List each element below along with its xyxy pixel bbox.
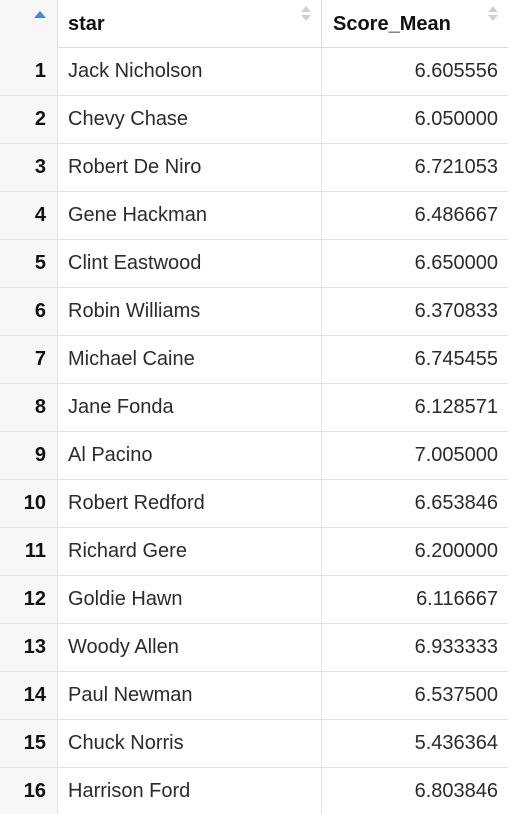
row-index: 13 (0, 624, 58, 671)
table-row[interactable]: 9 Al Pacino 7.005000 (0, 432, 508, 480)
star-cell: Chevy Chase (58, 96, 322, 143)
row-index: 8 (0, 384, 58, 431)
score-mean-cell: 6.745455 (414, 348, 498, 370)
star-cell: Harrison Ford (58, 768, 322, 814)
table-row[interactable]: 11 Richard Gere 6.200000 (0, 528, 508, 576)
star-cell: Gene Hackman (58, 192, 322, 239)
score-mean-cell: 7.005000 (414, 444, 498, 466)
column-header-score-mean[interactable]: Score_Mean (322, 0, 508, 48)
star-cell: Clint Eastwood (58, 240, 322, 287)
row-index: 14 (0, 672, 58, 719)
table-row[interactable]: 12 Goldie Hawn 6.116667 (0, 576, 508, 624)
row-index: 7 (0, 336, 58, 383)
table-row[interactable]: 4 Gene Hackman 6.486667 (0, 192, 508, 240)
table-row[interactable]: 15 Chuck Norris 5.436364 (0, 720, 508, 768)
star-cell: Jane Fonda (58, 384, 322, 431)
row-index: 15 (0, 720, 58, 767)
sort-both-icon[interactable] (300, 6, 312, 22)
row-index: 11 (0, 528, 58, 575)
table-row[interactable]: 7 Michael Caine 6.745455 (0, 336, 508, 384)
column-header-index[interactable] (0, 0, 58, 48)
row-index: 3 (0, 144, 58, 191)
star-cell: Paul Newman (58, 672, 322, 719)
row-index: 6 (0, 288, 58, 335)
row-index: 1 (0, 48, 58, 95)
score-mean-cell: 6.721053 (414, 156, 498, 178)
score-mean-cell: 5.436364 (414, 732, 498, 754)
row-index: 5 (0, 240, 58, 287)
score-mean-cell: 6.653846 (414, 492, 498, 514)
table-row[interactable]: 5 Clint Eastwood 6.650000 (0, 240, 508, 288)
column-header-score-mean-label: Score_Mean (333, 13, 451, 35)
row-index: 10 (0, 480, 58, 527)
star-cell: Woody Allen (58, 624, 322, 671)
score-mean-cell: 6.933333 (414, 636, 498, 658)
score-mean-cell: 6.128571 (414, 396, 498, 418)
star-cell: Chuck Norris (58, 720, 322, 767)
table-header: star Score_Mean (0, 0, 508, 48)
table-row[interactable]: 13 Woody Allen 6.933333 (0, 624, 508, 672)
column-header-star[interactable]: star (58, 0, 322, 48)
star-cell: Robin Williams (58, 288, 322, 335)
score-mean-cell: 6.650000 (414, 252, 498, 274)
star-cell: Jack Nicholson (58, 48, 322, 95)
table-row[interactable]: 1 Jack Nicholson 6.605556 (0, 48, 508, 96)
table-row[interactable]: 3 Robert De Niro 6.721053 (0, 144, 508, 192)
row-index: 2 (0, 96, 58, 143)
star-cell: Michael Caine (58, 336, 322, 383)
table-row[interactable]: 8 Jane Fonda 6.128571 (0, 384, 508, 432)
table-row[interactable]: 10 Robert Redford 6.653846 (0, 480, 508, 528)
star-cell: Robert De Niro (58, 144, 322, 191)
table-body: 1 Jack Nicholson 6.605556 2 Chevy Chase … (0, 48, 508, 814)
row-index: 12 (0, 576, 58, 623)
table-row[interactable]: 14 Paul Newman 6.537500 (0, 672, 508, 720)
score-mean-cell: 6.116667 (416, 588, 498, 610)
score-mean-cell: 6.803846 (414, 780, 498, 802)
sort-both-icon[interactable] (487, 6, 499, 22)
table-row[interactable]: 2 Chevy Chase 6.050000 (0, 96, 508, 144)
table-row[interactable]: 6 Robin Williams 6.370833 (0, 288, 508, 336)
score-mean-cell: 6.200000 (414, 540, 498, 562)
row-index: 4 (0, 192, 58, 239)
star-cell: Al Pacino (58, 432, 322, 479)
row-index: 16 (0, 768, 58, 814)
table-row[interactable]: 16 Harrison Ford 6.803846 (0, 768, 508, 814)
star-cell: Robert Redford (58, 480, 322, 527)
score-mean-cell: 6.050000 (414, 108, 498, 130)
star-cell: Goldie Hawn (58, 576, 322, 623)
column-header-star-label: star (68, 13, 105, 35)
score-mean-cell: 6.486667 (414, 204, 498, 226)
score-mean-cell: 6.370833 (414, 300, 498, 322)
star-cell: Richard Gere (58, 528, 322, 575)
sort-ascending-icon[interactable] (34, 11, 46, 18)
row-index: 9 (0, 432, 58, 479)
score-mean-cell: 6.537500 (414, 684, 498, 706)
score-mean-cell: 6.605556 (414, 60, 498, 82)
